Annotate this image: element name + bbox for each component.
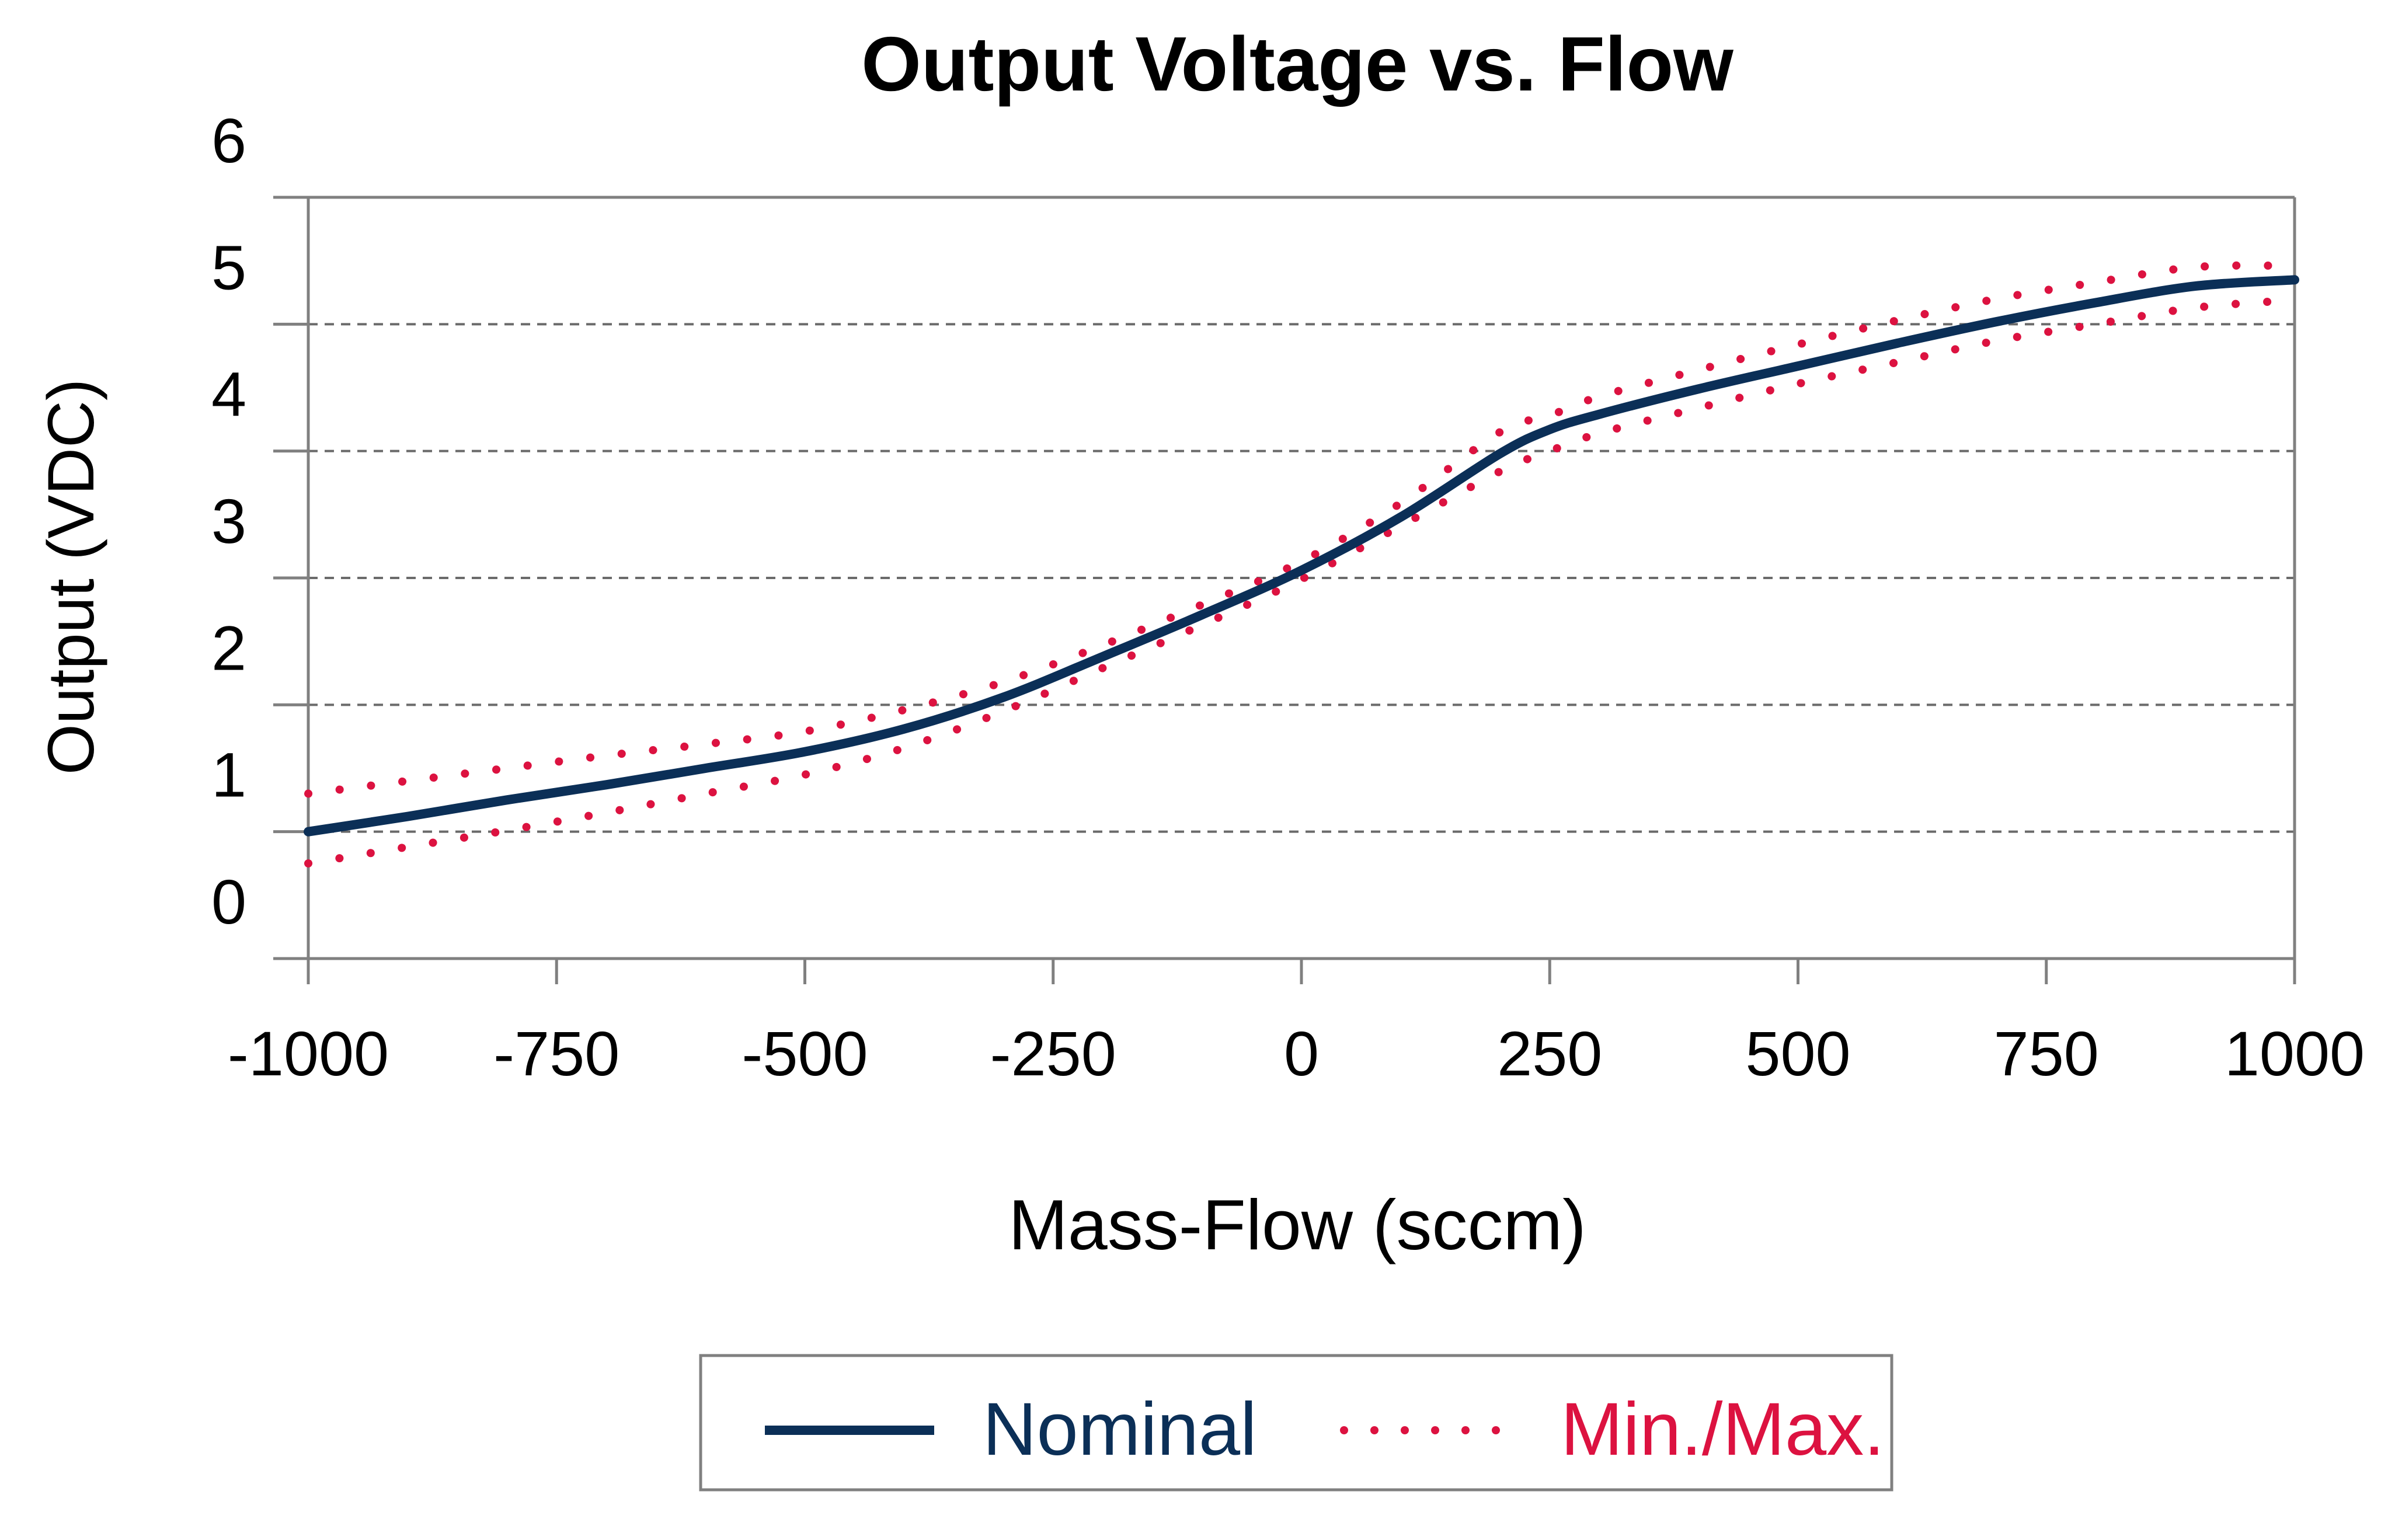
legend-minmax-dot (1370, 1426, 1379, 1434)
x-tick-label: 500 (1745, 1018, 1850, 1089)
legend-minmax-dot (1431, 1426, 1439, 1434)
legend-minmax-dot (1340, 1426, 1348, 1434)
y-axis-label: Output (VDC) (34, 379, 107, 775)
x-tick-label: 250 (1497, 1018, 1602, 1089)
y-tick-label: 5 (211, 232, 246, 302)
x-tick-label: -250 (990, 1018, 1116, 1089)
series-lines (304, 261, 2299, 867)
legend-minmax-dot (1461, 1426, 1470, 1434)
x-tick-label: 0 (1284, 1018, 1319, 1089)
y-tick-label: 6 (211, 105, 246, 176)
axes (273, 196, 2296, 984)
legend-minmax-swatch (1340, 1426, 1500, 1434)
chart-title: Output Voltage vs. Flow (861, 21, 1733, 107)
minmax-lower-line (304, 296, 2299, 867)
x-tick-label: -750 (493, 1018, 619, 1089)
nominal-line (304, 275, 2299, 837)
y-tick-label: 3 (211, 486, 246, 556)
tick-labels: -1000 -750 -500 -250 0 250 500 750 1000 0 1 2 3 4 5 6 (211, 105, 2365, 1089)
legend-box (699, 1354, 1893, 1492)
x-tick-label: 750 (1994, 1018, 2099, 1089)
y-tick-label: 2 (211, 612, 246, 683)
y-tick-label: 1 (211, 740, 246, 810)
x-tick-label: -1000 (228, 1018, 389, 1089)
y-tick-label: 0 (211, 866, 246, 937)
legend-minmax-dot (1401, 1426, 1409, 1434)
legend-minmax-dot (1492, 1426, 1500, 1434)
x-tick-label: -500 (742, 1018, 868, 1089)
legend: Nominal Min./Max. (699, 1354, 1893, 1492)
legend-minmax-label: Min./Max. (1561, 1388, 1885, 1471)
legend-nominal-label: Nominal (983, 1388, 1257, 1471)
minmax-upper-line (304, 261, 2299, 798)
y-tick-label: 4 (211, 359, 246, 430)
x-tick-label: 1000 (2225, 1018, 2365, 1089)
x-axis-label: Mass-Flow (sccm) (1008, 1185, 1586, 1264)
